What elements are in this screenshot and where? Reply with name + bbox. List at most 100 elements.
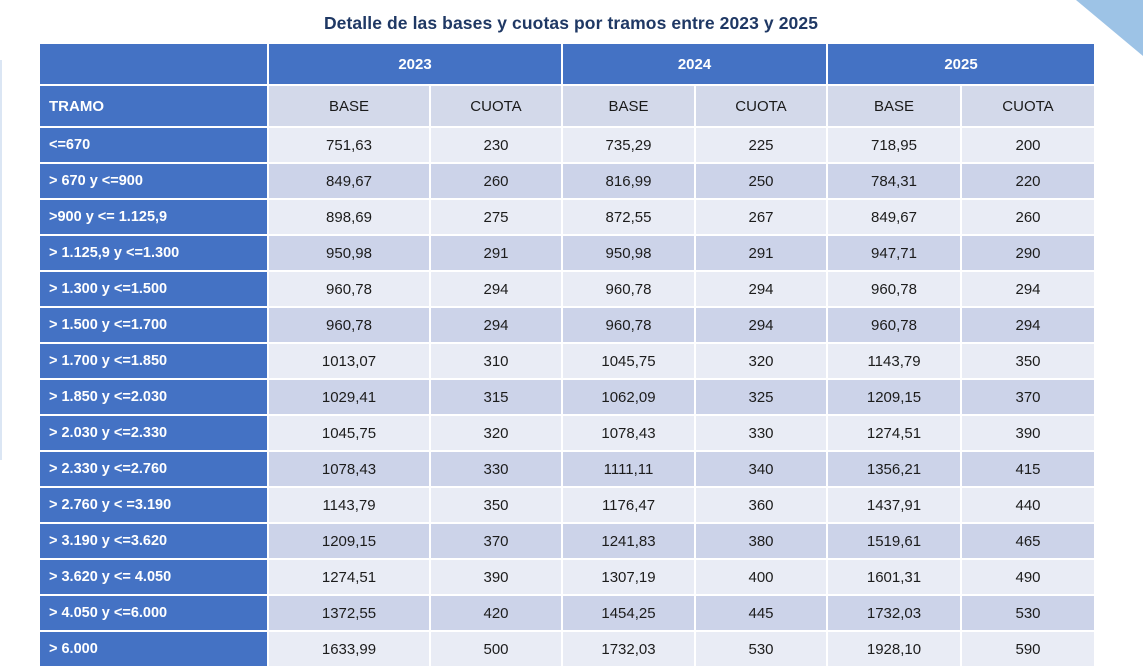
base-2023-cell: 1209,15 [269, 524, 429, 558]
base-2023-cell: 960,78 [269, 272, 429, 306]
tramo-cell: > 1.700 y <=1.850 [40, 344, 267, 378]
table-row: <=670 751,63 230 735,29 225 718,95 200 [40, 128, 1094, 162]
base-2025-cell: 1143,79 [828, 344, 960, 378]
table-row: > 1.850 y <=2.030 1029,41 315 1062,09 325 120… [40, 380, 1094, 414]
base-2024-cell: 816,99 [563, 164, 694, 198]
cuota-2023-cell: 260 [431, 164, 561, 198]
table-row: >900 y <= 1.125,9 898,69 275 872,55 267 849,6… [40, 200, 1094, 234]
cuota-2024-cell: 225 [696, 128, 826, 162]
base-2025-cell: 1732,03 [828, 596, 960, 630]
corner-header-cell [40, 44, 267, 84]
base-2024-cell: 960,78 [563, 272, 694, 306]
cuota-2025-cell: 530 [962, 596, 1094, 630]
cuota-2023-cell: 500 [431, 632, 561, 666]
table-row: > 3.620 y <= 4.050 1274,51 390 1307,19 400 16… [40, 560, 1094, 594]
cuota-2025-cell: 220 [962, 164, 1094, 198]
table-row: > 3.190 y <=3.620 1209,15 370 1241,83 380 151… [40, 524, 1094, 558]
base-2025-cell: 947,71 [828, 236, 960, 270]
cuota-2023-cell: 230 [431, 128, 561, 162]
base-2023-cell: 950,98 [269, 236, 429, 270]
cuota-2023-cell: 294 [431, 308, 561, 342]
cuota-2024-cell: 291 [696, 236, 826, 270]
column-header-row: TRAMO BASE CUOTA BASE CUOTA BASE CUOTA [40, 86, 1094, 126]
base-header-2025: BASE [828, 86, 960, 126]
base-2024-cell: 1111,11 [563, 452, 694, 486]
table-row: > 1.700 y <=1.850 1013,07 310 1045,75 320 114… [40, 344, 1094, 378]
tramo-cell: > 1.300 y <=1.500 [40, 272, 267, 306]
cuota-header-2023: CUOTA [431, 86, 561, 126]
cuota-header-2024: CUOTA [696, 86, 826, 126]
base-2025-cell: 718,95 [828, 128, 960, 162]
cuota-2025-cell: 350 [962, 344, 1094, 378]
table-row: > 6.000 1633,99 500 1732,03 530 1928,10 590 [40, 632, 1094, 666]
cuota-2024-cell: 325 [696, 380, 826, 414]
cuota-2024-cell: 340 [696, 452, 826, 486]
cuota-2025-cell: 294 [962, 272, 1094, 306]
cuota-2024-cell: 445 [696, 596, 826, 630]
base-2024-cell: 1062,09 [563, 380, 694, 414]
cuota-2024-cell: 294 [696, 308, 826, 342]
base-2024-cell: 1045,75 [563, 344, 694, 378]
cuota-2024-cell: 360 [696, 488, 826, 522]
tramo-cell: > 2.330 y <=2.760 [40, 452, 267, 486]
base-2024-cell: 1241,83 [563, 524, 694, 558]
base-2024-cell: 1307,19 [563, 560, 694, 594]
cuota-2023-cell: 320 [431, 416, 561, 450]
table-row: > 2.030 y <=2.330 1045,75 320 1078,43 330 127… [40, 416, 1094, 450]
cuota-2025-cell: 200 [962, 128, 1094, 162]
tramo-cell: > 3.190 y <=3.620 [40, 524, 267, 558]
tramo-cell: > 3.620 y <= 4.050 [40, 560, 267, 594]
base-2025-cell: 960,78 [828, 272, 960, 306]
year-header-2024: 2024 [563, 44, 826, 84]
tramo-cell: > 1.850 y <=2.030 [40, 380, 267, 414]
bases-cuotas-table: 2023 2024 2025 TRAMO BASE CUOTA BASE CUO… [38, 42, 1096, 668]
base-2025-cell: 960,78 [828, 308, 960, 342]
base-2024-cell: 1176,47 [563, 488, 694, 522]
cuota-2023-cell: 294 [431, 272, 561, 306]
cuota-2023-cell: 291 [431, 236, 561, 270]
table-body: <=670 751,63 230 735,29 225 718,95 200 > 670 y … [40, 128, 1094, 666]
base-2025-cell: 1356,21 [828, 452, 960, 486]
base-2023-cell: 1633,99 [269, 632, 429, 666]
base-2024-cell: 735,29 [563, 128, 694, 162]
base-2023-cell: 1078,43 [269, 452, 429, 486]
tramo-cell: > 2.760 y < =3.190 [40, 488, 267, 522]
cuota-2024-cell: 400 [696, 560, 826, 594]
base-2023-cell: 1274,51 [269, 560, 429, 594]
base-2024-cell: 1732,03 [563, 632, 694, 666]
cuota-2023-cell: 350 [431, 488, 561, 522]
tramo-cell: >900 y <= 1.125,9 [40, 200, 267, 234]
cuota-2023-cell: 275 [431, 200, 561, 234]
base-2025-cell: 1209,15 [828, 380, 960, 414]
base-2023-cell: 1372,55 [269, 596, 429, 630]
cuota-2023-cell: 310 [431, 344, 561, 378]
table-row: > 2.330 y <=2.760 1078,43 330 1111,11 340 135… [40, 452, 1094, 486]
base-2024-cell: 960,78 [563, 308, 694, 342]
cuota-2024-cell: 250 [696, 164, 826, 198]
base-2025-cell: 784,31 [828, 164, 960, 198]
cuota-2025-cell: 370 [962, 380, 1094, 414]
cuota-2024-cell: 380 [696, 524, 826, 558]
cuota-2023-cell: 330 [431, 452, 561, 486]
table-row: > 1.125,9 y <=1.300 950,98 291 950,98 291 947… [40, 236, 1094, 270]
cuota-2024-cell: 320 [696, 344, 826, 378]
cuota-2024-cell: 267 [696, 200, 826, 234]
tramo-cell: > 1.500 y <=1.700 [40, 308, 267, 342]
year-header-2025: 2025 [828, 44, 1094, 84]
base-header-2024: BASE [563, 86, 694, 126]
cuota-2024-cell: 294 [696, 272, 826, 306]
base-2024-cell: 1078,43 [563, 416, 694, 450]
cuota-2025-cell: 260 [962, 200, 1094, 234]
base-2025-cell: 849,67 [828, 200, 960, 234]
tramo-cell: > 6.000 [40, 632, 267, 666]
cuota-2024-cell: 530 [696, 632, 826, 666]
year-header-2023: 2023 [269, 44, 561, 84]
base-2023-cell: 751,63 [269, 128, 429, 162]
base-2023-cell: 898,69 [269, 200, 429, 234]
base-2023-cell: 1013,07 [269, 344, 429, 378]
cuota-2023-cell: 390 [431, 560, 561, 594]
base-2025-cell: 1601,31 [828, 560, 960, 594]
tramo-header-cell: TRAMO [40, 86, 267, 126]
base-2025-cell: 1274,51 [828, 416, 960, 450]
cuota-2023-cell: 420 [431, 596, 561, 630]
